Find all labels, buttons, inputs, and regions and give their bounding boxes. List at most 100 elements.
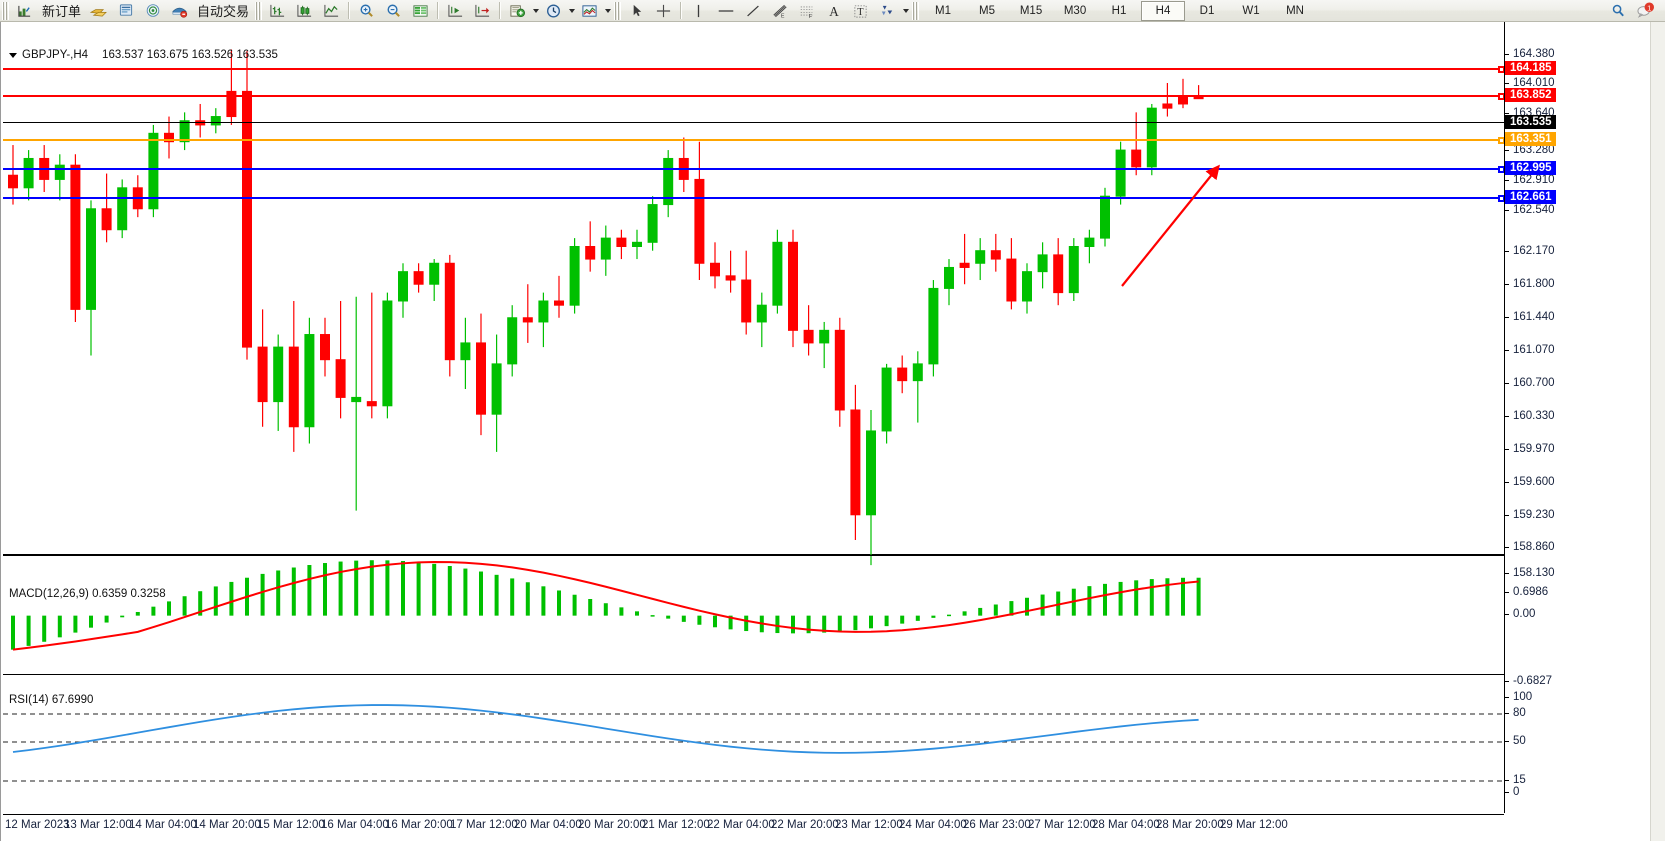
time-label: 13 Mar 12:00 xyxy=(64,819,132,831)
timeframe-d1[interactable]: D1 xyxy=(1199,4,1215,17)
price-tick: 158.130 xyxy=(1504,567,1555,579)
rsi-pane[interactable] xyxy=(3,674,1504,815)
price-tick: 159.600 xyxy=(1504,476,1555,488)
line-handle[interactable] xyxy=(1498,66,1504,73)
timeframe-m15[interactable]: M15 xyxy=(1019,4,1043,17)
terminal-icon xyxy=(119,4,132,16)
toolbar-separator-1 xyxy=(348,2,351,19)
chart-menu-caret-icon[interactable] xyxy=(9,52,17,58)
timeframe-m1[interactable]: M1 xyxy=(935,4,952,17)
rsi-series xyxy=(3,704,1504,782)
timeframe-h4[interactable]: H4 xyxy=(1141,0,1186,21)
time-axis[interactable]: 12 Mar 2023 13 Mar 12:00 14 Mar 04:00 14… xyxy=(1,815,1665,841)
text-button[interactable]: A xyxy=(820,0,847,22)
price-axis-line xyxy=(1504,22,1505,813)
line-chart-button[interactable] xyxy=(318,0,345,22)
price-line-163-351[interactable] xyxy=(3,137,1504,144)
rsi-scale-tick: 80 xyxy=(1504,707,1526,719)
time-label: 21 Mar 12:00 xyxy=(642,819,710,831)
new-order-icon xyxy=(18,5,31,17)
notification-icon: 1 xyxy=(1637,2,1654,18)
toolbar-grip-1[interactable] xyxy=(2,1,9,20)
toolbar-grip-4[interactable] xyxy=(912,1,920,20)
macd-scale-tick: 0.00 xyxy=(1504,608,1535,620)
time-label: 15 Mar 12:00 xyxy=(257,819,325,831)
price-scale[interactable]: 164.380 164.010 163.640 163.280 162.910 … xyxy=(1504,22,1650,841)
chart-plot-area[interactable]: MACD(12,26,9) 0.6359 0.3258 RSI(14) 67.6… xyxy=(3,22,1504,841)
bar-chart-button[interactable] xyxy=(264,0,291,22)
rsi-scale-tick: 15 xyxy=(1504,774,1526,786)
price-line-163-852[interactable] xyxy=(3,93,1504,100)
templates-dropdown-arrow[interactable] xyxy=(603,1,612,21)
tile-windows-icon xyxy=(413,4,428,17)
new-order-label[interactable]: 新订单 xyxy=(42,4,82,19)
timeframe-h1[interactable]: H1 xyxy=(1111,4,1127,17)
search-icon xyxy=(1612,4,1624,16)
chart-shift-icon xyxy=(448,4,463,17)
shapes-button[interactable] xyxy=(874,0,901,22)
line-handle[interactable] xyxy=(1498,166,1504,173)
templates-button[interactable] xyxy=(576,0,603,22)
text-label-button[interactable]: T xyxy=(847,0,874,22)
text-icon: A xyxy=(829,4,839,19)
fibonacci-button[interactable]: F xyxy=(793,0,820,22)
terminal-button[interactable] xyxy=(112,0,139,22)
auto-trading-label[interactable]: 自动交易 xyxy=(197,4,250,19)
svg-text:T: T xyxy=(857,7,864,18)
macd-scale-tick: -0.6827 xyxy=(1504,675,1552,687)
rsi-scale-tick: 50 xyxy=(1504,735,1526,747)
horizontal-line-button[interactable] xyxy=(712,0,739,22)
toolbar-grip-3[interactable] xyxy=(614,1,622,20)
macd-pane[interactable] xyxy=(3,555,1504,675)
chart-symbol-title[interactable]: GBPJPY-,H4 163.537 163.675 163.526 163.5… xyxy=(9,49,278,61)
bar-chart-icon xyxy=(270,4,285,17)
toolbar-separator-3 xyxy=(499,2,502,19)
cursor-button[interactable] xyxy=(623,0,650,22)
macd-series xyxy=(11,560,1201,651)
new-order-button[interactable] xyxy=(11,0,38,22)
shapes-dropdown-arrow[interactable] xyxy=(901,1,910,21)
crosshair-button[interactable] xyxy=(650,0,677,22)
price-tick: 164.380 xyxy=(1504,48,1555,60)
macd-scale-tick: 0.6986 xyxy=(1504,586,1548,598)
signals-button[interactable] xyxy=(139,0,166,22)
price-pane[interactable] xyxy=(3,22,1504,566)
price-tick: 159.970 xyxy=(1504,443,1555,455)
time-label: 26 Mar 23:00 xyxy=(963,819,1031,831)
add-indicator-button[interactable] xyxy=(504,0,531,22)
notification-button[interactable]: 1 xyxy=(1632,0,1659,22)
tile-windows-button[interactable] xyxy=(407,0,434,22)
price-line-162-995[interactable] xyxy=(3,166,1504,173)
price-badge-resistance-lower: 163.852 xyxy=(1505,88,1556,102)
price-line-162-661[interactable] xyxy=(3,195,1504,202)
ohlc-quote: 163.537 163.675 163.526 163.535 xyxy=(102,49,278,61)
zoom-in-button[interactable] xyxy=(353,0,380,22)
line-handle[interactable] xyxy=(1498,137,1504,144)
trendline-button[interactable] xyxy=(739,0,766,22)
auto-trading-button[interactable] xyxy=(166,0,193,22)
toolbar-grip-2[interactable] xyxy=(255,1,263,20)
chart-shift-button[interactable] xyxy=(442,0,469,22)
rsi-scale-tick: 100 xyxy=(1504,691,1532,703)
fibonacci-icon: F xyxy=(800,6,812,19)
add-indicator-dropdown-arrow[interactable] xyxy=(531,1,540,21)
line-handle[interactable] xyxy=(1498,93,1504,100)
svg-text:A: A xyxy=(829,4,839,19)
price-line-164-185[interactable] xyxy=(3,66,1504,73)
search-button[interactable] xyxy=(1605,0,1632,22)
timeframe-m5[interactable]: M5 xyxy=(979,4,996,17)
candlestick-chart-button[interactable] xyxy=(291,0,318,22)
timeframe-w1[interactable]: W1 xyxy=(1242,4,1260,17)
line-handle[interactable] xyxy=(1498,195,1504,202)
candlestick-chart-icon xyxy=(297,4,312,17)
timeframe-mn[interactable]: MN xyxy=(1286,4,1304,17)
gold-bars-button[interactable] xyxy=(85,0,112,22)
signals-icon xyxy=(146,4,159,17)
period-dropdown-arrow[interactable] xyxy=(567,1,576,21)
period-button[interactable] xyxy=(540,0,567,22)
timeframe-m30[interactable]: M30 xyxy=(1063,4,1087,17)
zoom-out-button[interactable] xyxy=(380,0,407,22)
equidistant-channel-button[interactable]: E xyxy=(766,0,793,22)
vertical-line-button[interactable] xyxy=(685,0,712,22)
auto-scroll-button[interactable] xyxy=(469,0,496,22)
